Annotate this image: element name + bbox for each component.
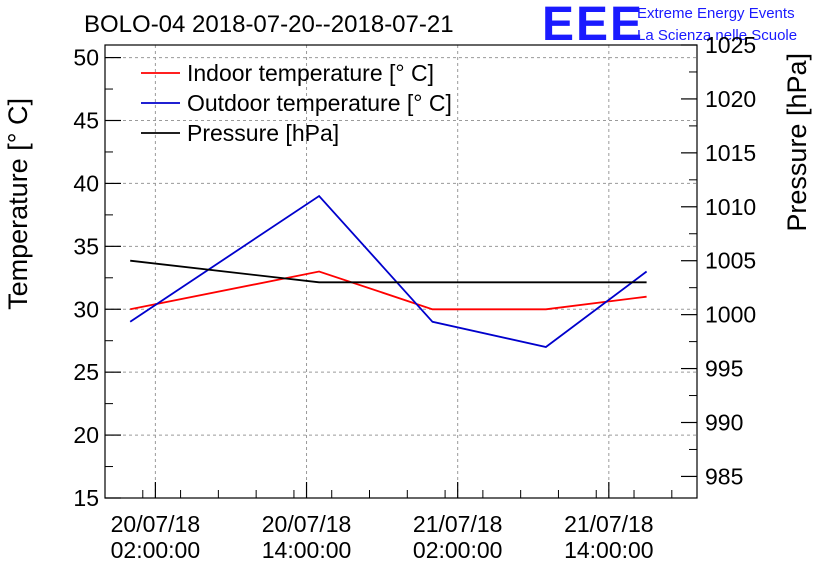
- eee-logo-line2: La Scienza nelle Scuole: [637, 27, 797, 44]
- y-tick-label: 45: [73, 108, 99, 134]
- y2-tick-label: 1020: [705, 86, 756, 112]
- axes: 15 20 25 30 35 40 45 50 985 990 995 1000 1005 1010 101…: [73, 32, 756, 563]
- series-line-2: [130, 259, 647, 284]
- x-tick-time: 02:00:00: [111, 537, 201, 563]
- x-tick-date: 20/07/18: [262, 511, 352, 537]
- y2-tick-label: 985: [705, 463, 743, 489]
- y2-tick-label: 995: [705, 356, 743, 382]
- y2-tick-label: 1010: [705, 194, 756, 220]
- y-tick-label: 35: [73, 233, 99, 259]
- chart-title: BOLO-04 2018-07-20--2018-07-21: [84, 11, 454, 38]
- y-tick-label: 40: [73, 170, 99, 196]
- y-tick-label: 25: [73, 359, 99, 385]
- series-line-0: [130, 270, 647, 311]
- y2-tick-label: 990: [705, 410, 743, 436]
- y-tick-label: 50: [73, 45, 99, 71]
- series-line-1: [129, 194, 648, 348]
- x-tick-date: 20/07/18: [111, 511, 201, 537]
- eee-logo-mark: EEE: [542, 0, 644, 51]
- legend: Indoor temperature [° C] Outdoor temperat…: [141, 60, 452, 146]
- y-axis-label: Temperature [° C]: [3, 98, 33, 310]
- legend-label-1: Outdoor temperature [° C]: [187, 90, 452, 116]
- y2-tick-label: 1015: [705, 140, 756, 166]
- y2-tick-label: 1025: [705, 32, 756, 58]
- y2-axis-label: Pressure [hPa]: [782, 53, 812, 232]
- x-tick-date: 21/07/18: [413, 511, 503, 537]
- x-tick-date: 21/07/18: [564, 511, 654, 537]
- y2-tick-label: 1005: [705, 248, 756, 274]
- y-tick-label: 20: [73, 422, 99, 448]
- x-tick-time: 14:00:00: [564, 537, 654, 563]
- x-tick-time: 14:00:00: [262, 537, 352, 563]
- y-tick-label: 30: [73, 296, 99, 322]
- y2-tick-label: 1000: [705, 302, 756, 328]
- series-lines: [129, 194, 648, 348]
- legend-label-2: Pressure [hPa]: [187, 120, 339, 146]
- plot-frame: [104, 44, 698, 499]
- eee-logo-line1: Extreme Energy Events: [637, 5, 795, 22]
- y-tick-label: 15: [73, 485, 99, 511]
- legend-label-0: Indoor temperature [° C]: [187, 60, 434, 86]
- x-tick-time: 02:00:00: [413, 537, 503, 563]
- eee-logo: EEE Extreme Energy Events La Scienza nel…: [542, 0, 797, 51]
